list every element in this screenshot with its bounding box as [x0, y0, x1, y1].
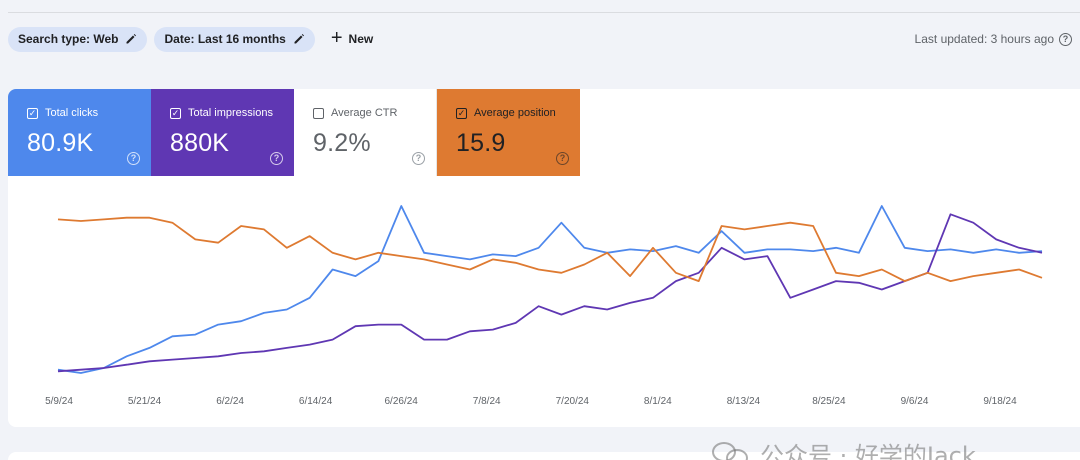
x-tick-label: 8/13/24 — [727, 396, 761, 407]
plus-icon: + — [330, 27, 343, 49]
search-type-filter-chip[interactable]: Search type: Web — [8, 26, 148, 52]
watermark-text: 公众号 · 好学的Jack — [760, 442, 976, 460]
date-filter-chip[interactable]: Date: Last 16 months — [154, 26, 315, 52]
last-updated-text: Last updated: 3 hours ago — [914, 32, 1054, 46]
x-tick-label: 7/8/24 — [473, 396, 501, 407]
new-filter-label: New — [348, 32, 374, 46]
x-tick-label: 9/18/24 — [983, 396, 1017, 407]
metric-label: Total impressions — [188, 107, 273, 119]
x-tick-label: 6/2/24 — [216, 396, 244, 407]
top-divider — [8, 12, 1080, 13]
metric-value: 9.2% — [313, 129, 371, 157]
x-tick-label: 5/21/24 — [128, 396, 162, 407]
filter-bar: Search type: Web Date: Last 16 months + … — [8, 26, 1080, 52]
help-icon[interactable]: ? — [270, 152, 283, 165]
watermark: 公众号 · 好学的Jack — [712, 436, 976, 460]
metric-total-impressions[interactable]: ✓ Total impressions 880K ? — [151, 89, 294, 176]
x-tick-label: 9/6/24 — [901, 396, 929, 407]
performance-card: ✓ Total clicks 80.9K ? ✓ Total impressions… — [8, 89, 1080, 427]
help-icon[interactable]: ? — [556, 152, 569, 165]
search-type-filter-label: Search type: Web — [18, 32, 119, 46]
next-card — [8, 452, 1080, 460]
metric-label: Total clicks — [45, 107, 99, 119]
metric-average-position[interactable]: ✓ Average position 15.9 ? — [437, 89, 580, 176]
checkbox-checked-icon[interactable]: ✓ — [456, 107, 467, 119]
metric-average-ctr[interactable]: Average CTR 9.2% ? — [294, 89, 437, 176]
performance-line-chart[interactable]: 5/9/24 5/21/24 6/2/24 6/14/24 6/26/24 7/8/24 7… — [8, 176, 1080, 427]
checkbox-checked-icon[interactable]: ✓ — [27, 107, 38, 119]
date-filter-label: Date: Last 16 months — [164, 32, 286, 46]
x-tick-label: 6/14/24 — [299, 396, 333, 407]
new-filter-button[interactable]: + New — [330, 27, 374, 49]
checkbox-unchecked-icon[interactable] — [313, 107, 324, 119]
x-tick-label: 5/9/24 — [45, 396, 73, 407]
series-line-average-position[interactable] — [57, 216, 1043, 282]
x-tick-label: 8/25/24 — [812, 396, 846, 407]
checkbox-checked-icon[interactable]: ✓ — [170, 107, 181, 119]
metric-label: Average CTR — [331, 107, 398, 119]
x-tick-label: 8/1/24 — [644, 396, 672, 407]
metric-value: 15.9 — [456, 129, 506, 157]
metric-total-clicks[interactable]: ✓ Total clicks 80.9K ? — [8, 89, 151, 176]
metric-tabs: ✓ Total clicks 80.9K ? ✓ Total impressions… — [8, 89, 1080, 176]
metric-label: Average position — [474, 107, 556, 119]
wechat-icon — [712, 440, 752, 460]
metric-value: 80.9K — [27, 129, 94, 157]
help-icon[interactable]: ? — [412, 152, 425, 165]
series-line-total-impressions[interactable] — [57, 213, 1043, 373]
metric-value: 880K — [170, 129, 230, 157]
series-line-total-clicks[interactable] — [57, 205, 1043, 374]
x-tick-label: 6/26/24 — [385, 396, 419, 407]
edit-pencil-icon — [294, 34, 304, 44]
x-tick-label: 7/20/24 — [556, 396, 590, 407]
help-icon[interactable]: ? — [1059, 32, 1072, 46]
edit-pencil-icon — [126, 34, 137, 44]
last-updated: Last updated: 3 hours ago ? — [915, 26, 1072, 52]
help-icon[interactable]: ? — [127, 152, 140, 165]
